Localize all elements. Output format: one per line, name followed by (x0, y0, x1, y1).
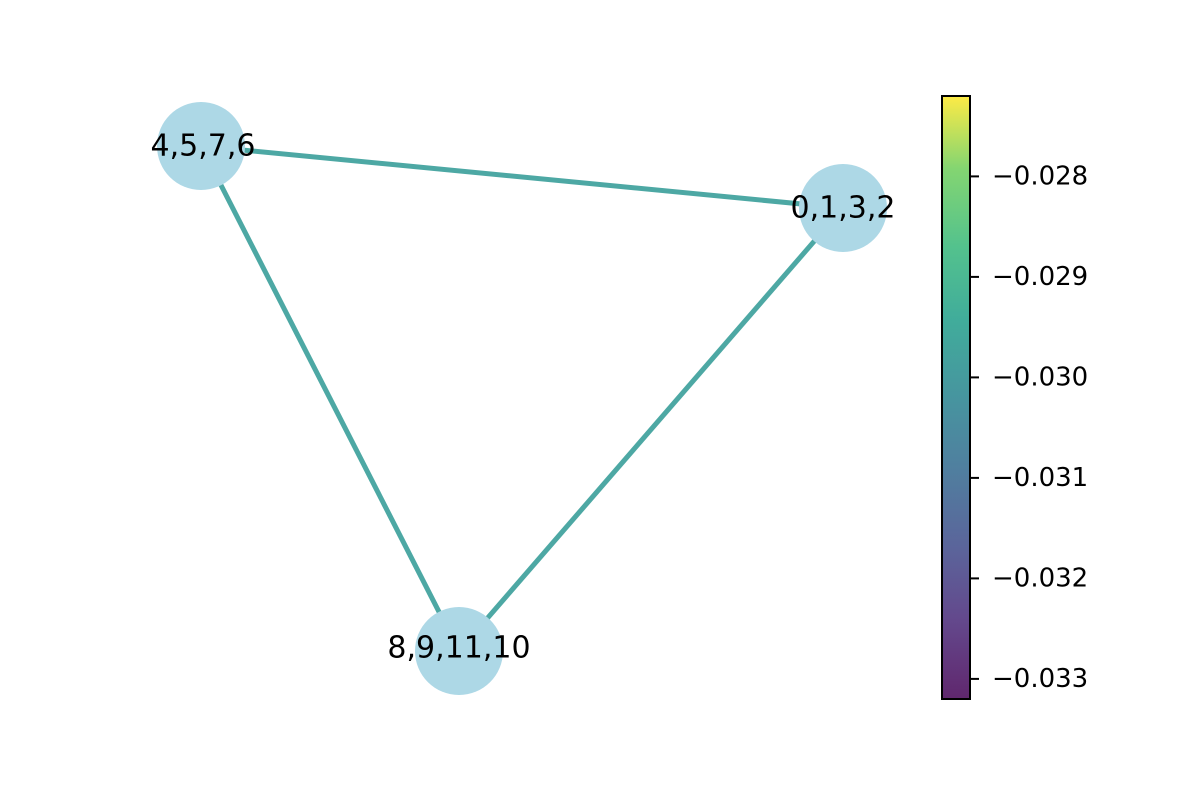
colorbar-ticks: −0.028 −0.029 −0.030 −0.031 −0.032 −0.033 (970, 161, 1088, 694)
edge-4567-0132 (200, 143, 844, 211)
node-labels: 4,5,7,6 0,1,3,2 8,9,11,10 (151, 129, 896, 666)
colorbar: −0.028 −0.029 −0.030 −0.031 −0.032 −0.033 (941, 95, 1088, 700)
node-0132 (799, 164, 887, 252)
edge-4567-891110 (198, 144, 462, 653)
clip-mask-right (893, 0, 933, 800)
colorbar-tick-label: −0.031 (992, 463, 1088, 493)
nodes-layer (157, 102, 887, 695)
colorbar-tick-label: −0.030 (992, 362, 1088, 392)
colorbar-frame (941, 95, 971, 700)
colorbar-tick-label: −0.032 (992, 563, 1088, 593)
colorbar-tick-label: −0.028 (992, 161, 1088, 191)
colorbar-tick-label: −0.029 (992, 262, 1088, 292)
node-891110 (415, 607, 503, 695)
node-label-0132: 0,1,3,2 (791, 191, 896, 226)
node-label-891110: 8,9,11,10 (387, 631, 530, 666)
node-4567 (157, 102, 245, 190)
edge-0132-891110 (457, 206, 845, 653)
colorbar-tick-label: −0.033 (992, 664, 1088, 694)
clip-mask-left (0, 0, 150, 800)
colorbar-gradient (942, 96, 970, 699)
edges-layer (198, 143, 845, 653)
node-label-4567: 4,5,7,6 (151, 129, 256, 164)
